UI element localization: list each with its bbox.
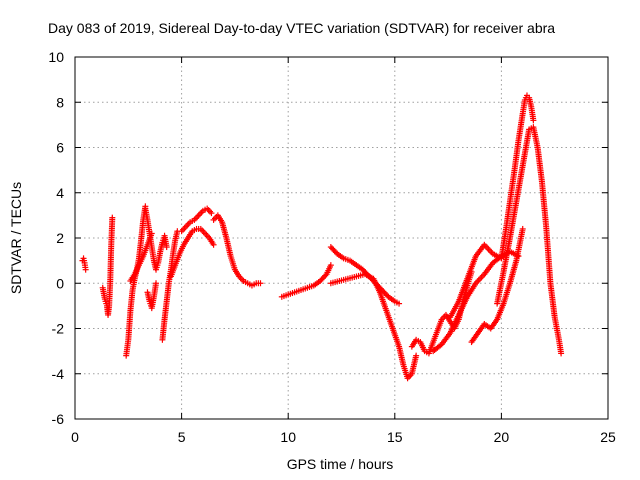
y-tick-label: -2 <box>52 321 65 337</box>
y-tick-label: -4 <box>52 366 65 382</box>
data-point <box>396 300 403 307</box>
data-point <box>530 117 537 124</box>
data-point <box>109 214 116 221</box>
data-point <box>327 262 334 269</box>
x-tick-label: 0 <box>71 429 79 445</box>
y-tick-label: -6 <box>52 411 65 427</box>
data-point <box>519 225 526 232</box>
grid-lines <box>75 57 608 419</box>
y-tick-label: 6 <box>56 140 64 156</box>
x-tick-label: 10 <box>280 429 296 445</box>
x-tick-label: 25 <box>600 429 616 445</box>
y-tick-label: 8 <box>56 94 64 110</box>
data-point <box>153 280 160 287</box>
y-tick-label: 10 <box>48 49 64 65</box>
y-axis-label: SDTVAR / TECUs <box>8 182 24 294</box>
x-tick-label: 15 <box>387 429 403 445</box>
data-point <box>257 280 264 287</box>
data-point <box>148 230 155 237</box>
data-point <box>208 210 215 217</box>
x-axis-label: GPS time / hours <box>287 456 394 472</box>
chart-title: Day 083 of 2019, Sidereal Day-to-day VTE… <box>48 20 555 36</box>
data-point <box>163 244 170 251</box>
y-tick-label: 2 <box>56 230 64 246</box>
x-tick-labels: 0 5 10 15 20 25 <box>71 429 616 445</box>
data-point <box>82 266 89 273</box>
data-points <box>79 92 565 382</box>
axis-ticks <box>74 56 609 420</box>
data-point-interp <box>322 272 329 279</box>
data-point <box>413 352 420 359</box>
data-point <box>558 350 565 357</box>
data-point <box>210 241 217 248</box>
x-tick-label: 5 <box>178 429 186 445</box>
y-tick-label: 0 <box>56 275 64 291</box>
x-tick-label: 20 <box>494 429 510 445</box>
y-tick-label: 4 <box>56 185 64 201</box>
y-tick-labels: -6 -4 -2 0 2 4 6 8 10 <box>48 49 64 427</box>
